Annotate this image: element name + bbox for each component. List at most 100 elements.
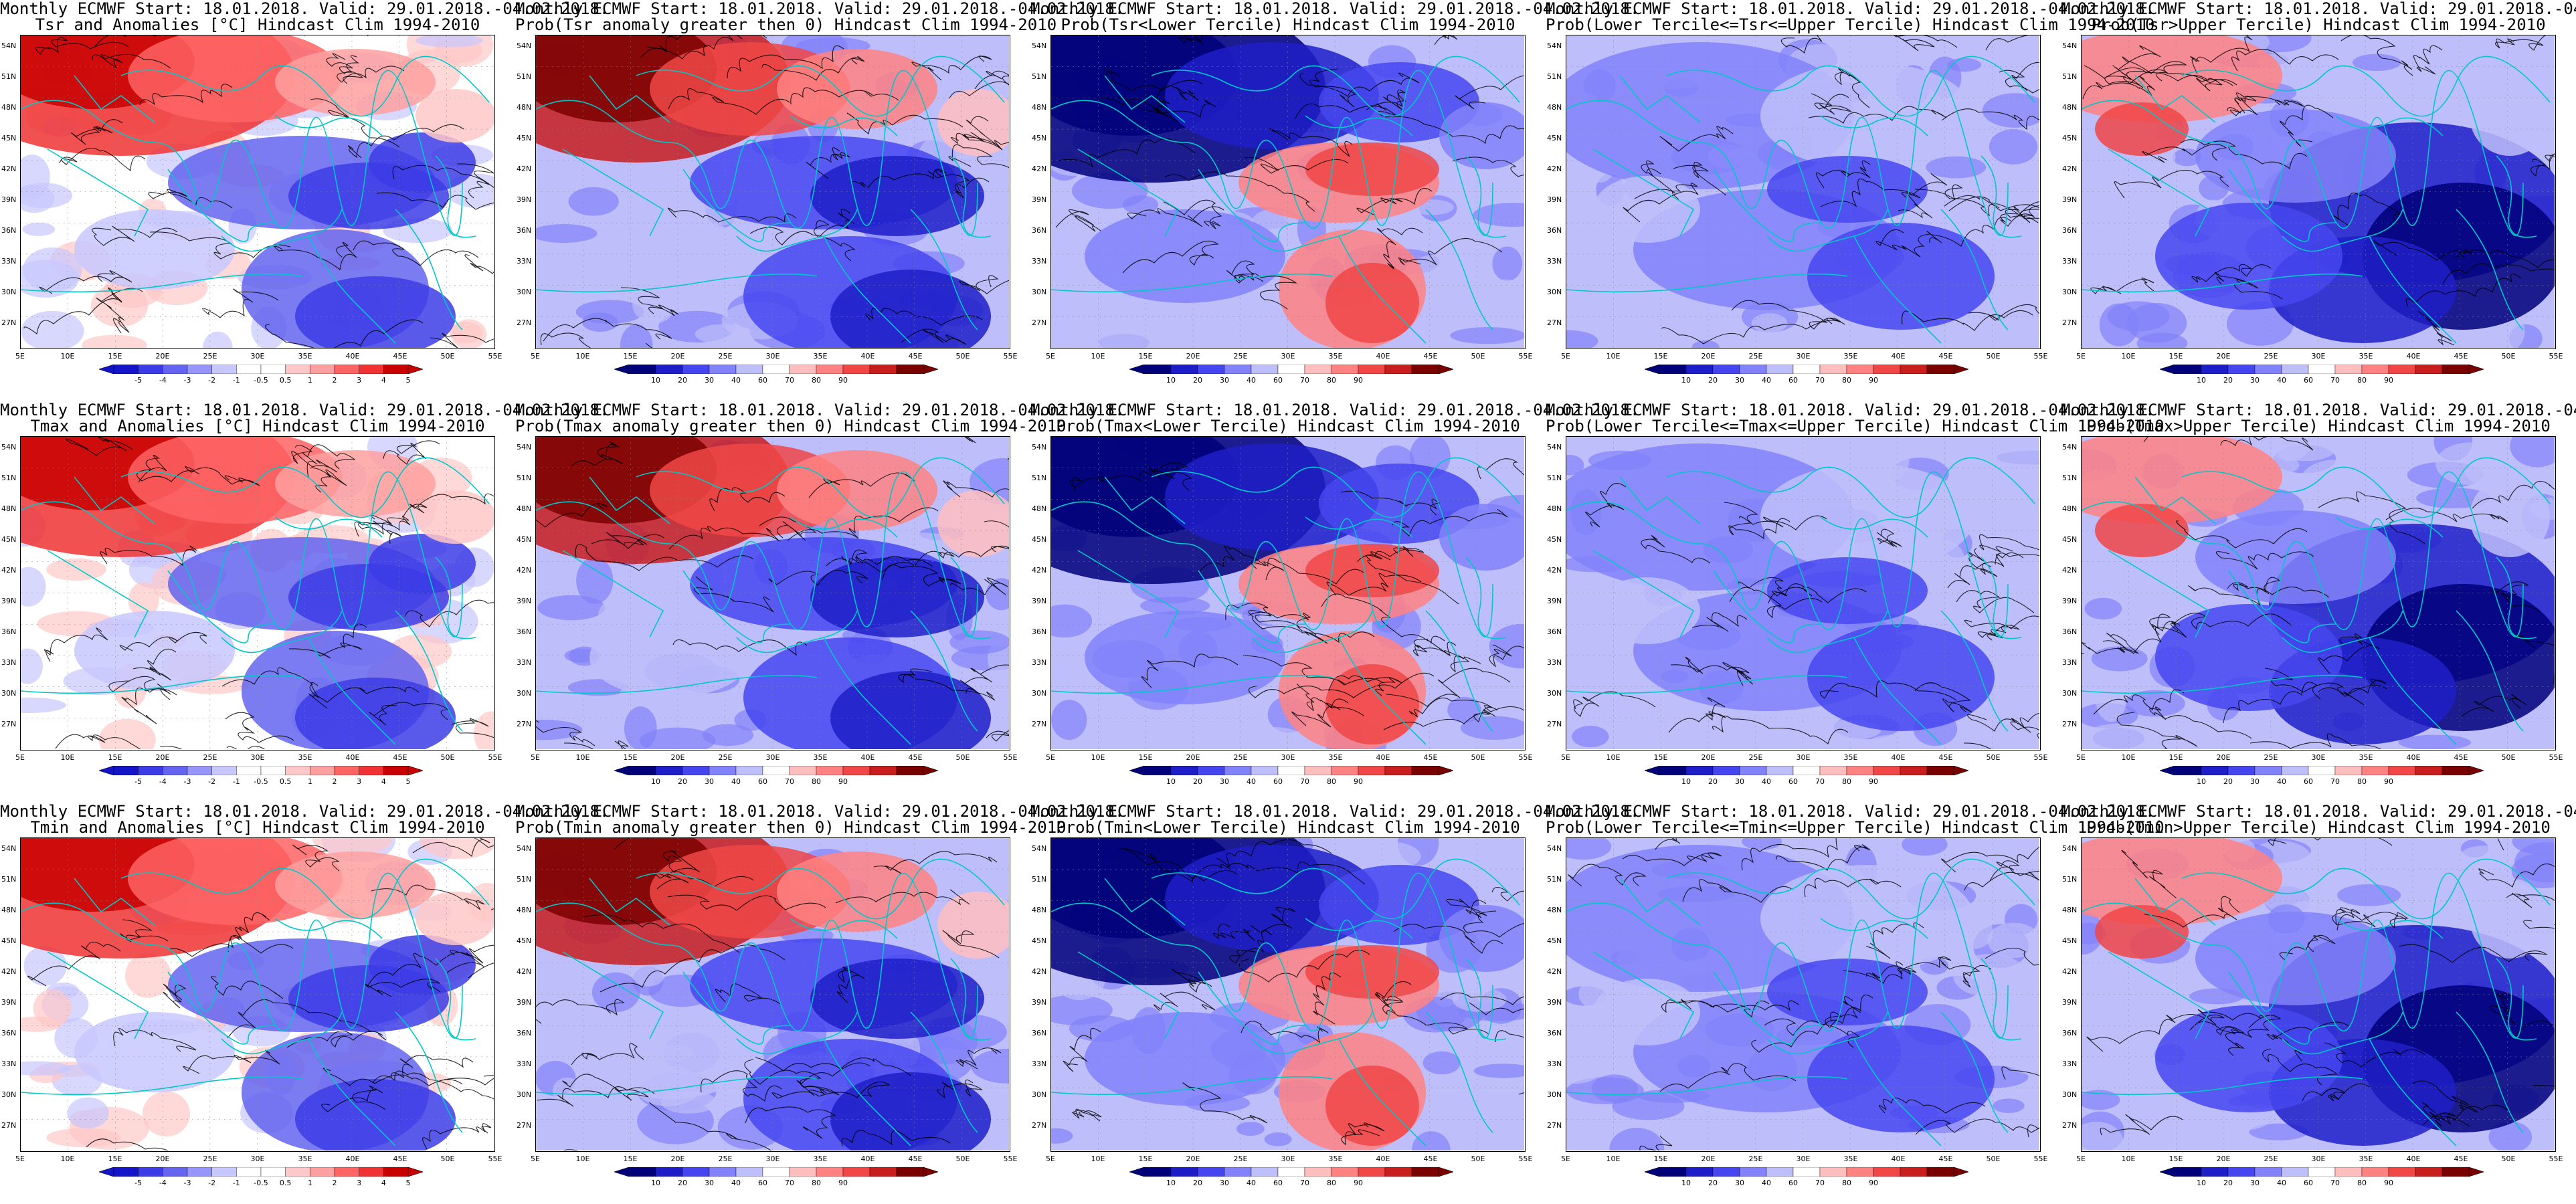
field-speckle (576, 557, 614, 604)
lon-tick-label: 50E (2501, 352, 2516, 361)
contour-line (796, 1062, 870, 1096)
lat-tick-label: 27N (1032, 318, 1047, 327)
field-region (275, 450, 436, 517)
lat-tick-label: 54N (1, 844, 17, 853)
lat-tick-label: 39N (1032, 597, 1047, 605)
contour-line (536, 720, 595, 746)
lat-tick-label: 33N (1, 658, 17, 667)
field-speckle (21, 1016, 62, 1032)
lon-tick-label: 45E (908, 1155, 923, 1163)
field-speckle (1188, 721, 1224, 743)
contour-line (1985, 35, 2029, 51)
contour-line (1948, 196, 2039, 219)
field-region (810, 156, 984, 236)
contour-line (274, 241, 357, 270)
colorbar-swatch (1384, 766, 1412, 775)
field-speckle (1472, 1079, 1521, 1113)
coastline (1465, 958, 1507, 1041)
colorbar-swatch (310, 365, 335, 374)
field-region (1325, 1066, 1419, 1146)
lat-tick-label: 45N (1547, 535, 1562, 544)
lon-tick-label: 40E (860, 753, 875, 762)
lon-tick-label: 35E (298, 1155, 312, 1163)
colorbar-swatch (359, 365, 384, 374)
contour-line (136, 455, 200, 483)
colorbar-swatch (113, 1167, 139, 1177)
contour-line (898, 668, 996, 701)
lon-tick-label: 45E (1423, 753, 1438, 762)
colorbar-swatch (1331, 1167, 1359, 1177)
colorbar-swatch (816, 365, 844, 374)
colorbar-swatch (1846, 766, 1874, 775)
colorbar-tick-label: 40 (1247, 1179, 1256, 1187)
lon-tick-label: 40E (1891, 753, 1906, 762)
lon-tick-label: 15E (108, 352, 122, 361)
lon-tick-label: 10E (575, 1155, 590, 1163)
panel-header: Monthly ECMWF Start: 18.01.2018. Valid: … (2061, 401, 2576, 419)
colorbar (1129, 766, 1453, 775)
field-speckle (1988, 441, 2039, 466)
contour-line (1956, 590, 2035, 613)
map-panel-tmax-upper: Monthly ECMWF Start: 18.01.2018. Valid: … (2061, 401, 2576, 803)
lat-tick-label: 33N (1547, 257, 1562, 266)
colorbar-tick-label: -0.5 (254, 777, 268, 786)
panel-header: Monthly ECMWF Start: 18.01.2018. Valid: … (1546, 401, 2155, 419)
lon-tick-label: 45E (1423, 352, 1438, 361)
colorbar-swatch (1766, 1167, 1794, 1177)
colorbar (99, 766, 423, 775)
field-speckle (82, 334, 147, 348)
contour-line (1877, 528, 1902, 548)
lat-tick-label: 42N (1032, 967, 1047, 976)
field-speckle (21, 183, 73, 209)
colorbar-swatch (2361, 1167, 2389, 1177)
contour-line (1386, 668, 1511, 707)
contour-line (120, 919, 169, 942)
lat-tick-label: 39N (1, 195, 17, 204)
lat-tick-label: 45N (2062, 535, 2078, 544)
lat-tick-label: 42N (1032, 566, 1047, 575)
colorbar-arrow-left (2160, 1167, 2175, 1177)
coastline (2369, 235, 2457, 344)
colorbar-swatch (1277, 365, 1305, 374)
lon-tick-label: 55E (2549, 753, 2563, 762)
map-frame (2081, 436, 2556, 750)
lat-tick-label: 42N (2062, 967, 2078, 976)
colorbar-tick-label: 3 (357, 376, 362, 385)
coastline (682, 570, 791, 643)
lat-tick-label: 30N (2062, 1090, 2078, 1099)
colorbar-swatch (383, 766, 409, 775)
colorbar-tick-label: -1 (232, 1179, 240, 1187)
lat-tick-label: 33N (1032, 1060, 1047, 1068)
colorbar-swatch (260, 766, 286, 775)
lat-tick-label: 27N (1032, 1121, 1047, 1130)
colorbar-tick-label: 1 (307, 1179, 312, 1187)
contour-line (1947, 563, 1998, 589)
lon-tick-label: 35E (1843, 753, 1858, 762)
contour-line (1446, 898, 1487, 918)
lon-tick-label: 20E (1186, 1155, 1200, 1163)
colorbar-swatch (1197, 766, 1225, 775)
lat-tick-label: 27N (1, 318, 17, 327)
map-panel-tsr-anom: Monthly ECMWF Start: 18.01.2018. Valid: … (0, 0, 609, 401)
lon-tick-label: 35E (1328, 1155, 1343, 1163)
lon-tick-label: 25E (203, 1155, 217, 1163)
field-speckle (1489, 624, 1524, 669)
lon-tick-label: 45E (2454, 1155, 2468, 1163)
colorbar-tick-label: -2 (208, 376, 216, 385)
coastline (823, 235, 911, 344)
contour-line (1398, 237, 1503, 266)
colorbar-tick-label: -0.5 (254, 376, 268, 385)
field-speckle (954, 256, 1003, 280)
lon-tick-label: 15E (623, 352, 638, 361)
field-speckle (474, 711, 494, 749)
lon-tick-label: 5E (2076, 753, 2086, 762)
contour-line (451, 718, 494, 738)
contour-line (1639, 1135, 1673, 1150)
lat-tick-label: 33N (2062, 257, 2078, 266)
lon-tick-label: 35E (1328, 352, 1343, 361)
map-canvas (21, 35, 494, 348)
coastline (536, 471, 978, 637)
field-speckle (1566, 1077, 1645, 1104)
contour-line (1989, 860, 2039, 882)
colorbar-tick-label: -2 (208, 1179, 216, 1187)
